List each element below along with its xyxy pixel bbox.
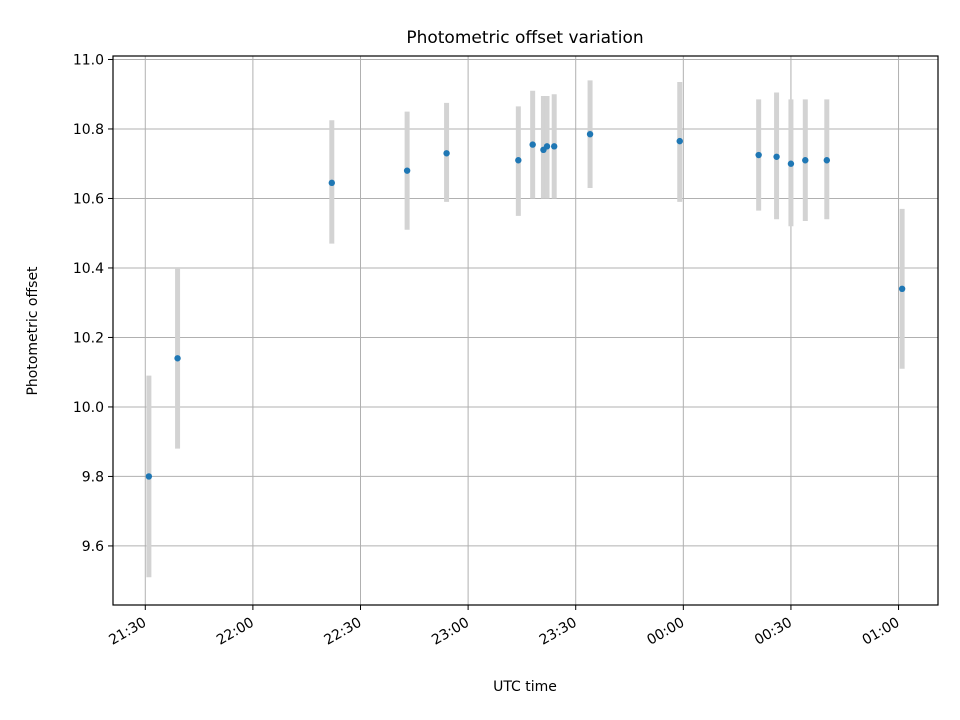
y-tick-label: 10.2 [73,330,104,346]
data-point [755,151,762,159]
grid-layer [113,56,938,605]
y-tick-label: 9.6 [82,539,104,555]
data-point [823,157,831,164]
y-tick-label: 11.0 [73,52,104,68]
y-tick-label: 10.0 [73,400,104,416]
chart-title: Photometric offset variation [406,28,643,48]
y-axis-label: Photometric offset [25,266,41,396]
data-point [586,130,594,138]
data-point [403,167,411,174]
data-point [898,285,906,293]
y-tick-label: 10.8 [73,122,104,138]
data-point [550,143,558,150]
plot-frame [112,55,939,606]
data-point [676,137,683,145]
data-point [802,157,809,164]
data-point [543,143,551,150]
data-point [145,473,153,480]
data-point [443,150,450,157]
y-axis-ticks: 9.6 9.8 10.0 10.2 10.4 10.6 10.8 11.0 [73,52,113,555]
y-tick-label: 9.8 [82,469,104,485]
data-point [787,160,795,167]
data-point [328,179,336,187]
data-point [515,157,522,164]
x-axis-label: UTC time [493,679,557,695]
data-point [174,355,181,362]
data-point [529,141,536,148]
y-tick-label: 10.6 [73,191,104,207]
point-layer [145,130,906,480]
data-point [773,153,780,160]
y-tick-label: 10.4 [73,261,104,277]
